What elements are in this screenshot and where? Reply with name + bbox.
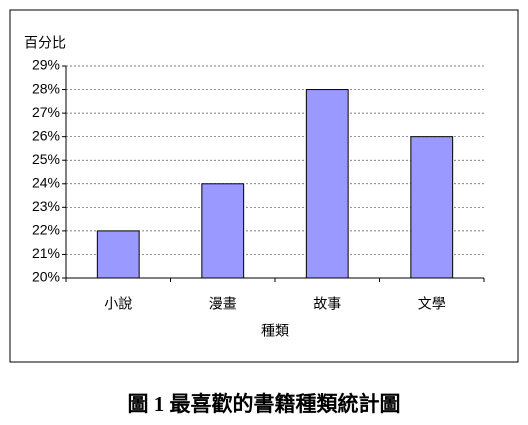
x-axis-label: 種類 [261,323,289,339]
x-tick-label: 漫畫 [209,296,237,312]
chart-title: 圖 1 最喜歡的書籍種類統計圖 [128,392,401,416]
y-tick-label: 22% [32,222,60,238]
bar [96,230,140,279]
y-tick-label: 29% [32,57,60,73]
y-axis-label: 百分比 [24,35,66,51]
bar [305,89,349,279]
bar [201,183,245,279]
y-tick-label: 24% [32,174,60,190]
bar [410,136,454,279]
x-tick-label: 文學 [418,296,446,312]
y-tick-label: 25% [32,151,60,167]
y-tick-label: 20% [32,269,60,285]
y-tick-label: 26% [32,127,60,143]
y-tick-label: 27% [32,104,60,120]
y-tick-label: 21% [32,245,60,261]
x-tick-label: 故事 [313,296,341,312]
y-tick-label: 23% [32,198,60,214]
x-tick-label: 小說 [104,296,132,312]
y-tick-label: 28% [32,80,60,96]
